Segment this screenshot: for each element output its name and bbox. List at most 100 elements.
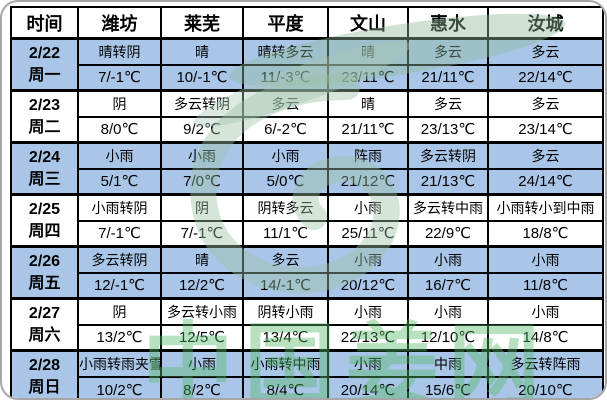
date-label: 2/28 [28,357,61,375]
weather-cell: 多云转阴 [160,89,244,118]
temperature-cell: 11/1℃ [242,219,329,248]
temperature-row-2/25: 7/-1℃ 7/-1℃ 11/1℃ 25/11℃ 22/9℃ 18/8℃ [11,219,604,248]
temperature-row-2/24: 5/1℃ 7/0℃ 5/0℃ 21/12℃ 21/13℃ 24/14℃ [11,167,604,196]
weather-row-2/27: 2/27 周六阴多云转小雨 阴转小雨 小雨 小雨 小雨 [10,297,604,352]
date-cell: 2/23 周二 [10,89,79,144]
temperature-row-2/23: 8/0℃ 9/2℃ 6/-2℃ 21/11℃ 23/13℃ 23/14℃ [11,115,604,144]
temperature-cell: 22/13℃ [327,323,409,352]
date-label: 2/24 [28,148,61,166]
weather-cell: 晴 [327,89,409,118]
weather-cell: 小雨 [407,297,489,326]
temperature-cell: 12/10℃ [407,323,489,352]
temperature-row-2/26: 12/-1℃ 12/2℃ 14/-1℃ 20/12℃ 16/7℃ 11/8℃ [11,271,604,300]
date-label: 2/26 [28,252,61,270]
weather-cell: 小雨转阴 [77,193,162,222]
date-cell: 2/22 周一 [10,37,79,92]
column-header-3: 平度 [242,6,329,40]
weather-cell: 多云 [487,89,604,118]
temperature-cell: 7/-1℃ [77,219,162,248]
weather-cell: 小雨 [407,245,489,274]
date-cell: 2/25 周四 [10,193,79,248]
weather-row-2/26: 2/26 周五 多云转阴晴多云 小雨 小雨 小雨 [10,245,604,300]
weekday-label: 周三 [28,170,61,188]
weather-row-2/28: 2/28 周日 小雨转雨夹雪 小雨 小雨转中雨 小雨 中雨 多云转阵雨 [10,349,604,398]
temperature-cell: 6/-2℃ [242,115,329,144]
temperature-cell: 21/12℃ [327,167,409,196]
temperature-cell: 12/5℃ [160,323,244,352]
forecast-table-body: 2/22 周一 晴转阴晴晴转多云晴多云 多云 7/-1℃ 10/-1℃ 11/-3℃ 23/1… [10,37,604,398]
weather-cell: 小雨 [487,297,604,326]
temperature-cell: 7/-1℃ [160,219,244,248]
temperature-row-2/22: 7/-1℃ 10/-1℃ 11/-3℃ 23/11℃ 21/11℃ 22/14℃ [11,63,604,92]
header-row: 时间 潍坊 莱芜 平度 文山 惠水 汝城 [10,6,604,40]
weekday-label: 周六 [28,326,61,344]
weather-cell: 多云转阵雨 [487,349,604,378]
temperature-row-2/27: 13/2℃ 12/5℃ 13/4℃ 22/13℃ 12/10℃ 14/8℃ [11,323,604,352]
weather-cell: 小雨转小到中雨 [487,193,604,222]
date-label: 2/27 [28,304,61,322]
weather-cell: 阴转多云 [242,193,329,222]
weather-cell: 小雨 [327,245,409,274]
weather-cell: 多云转小雨 [160,297,244,326]
date-label: 2/23 [28,96,61,114]
temperature-cell: 23/11℃ [327,63,409,92]
weather-cell: 小雨 [327,297,409,326]
weather-cell: 晴 [327,37,409,66]
temperature-cell: 16/7℃ [407,271,489,300]
weather-cell: 多云 [407,37,489,66]
temperature-cell: 5/1℃ [77,167,162,196]
temperature-cell: 5/0℃ [242,167,329,196]
weather-cell: 阴 [77,297,162,326]
weather-forecast-table: 时间 潍坊 莱芜 平度 文山 惠水 汝城 2/22 周一 晴转阴晴晴转多云晴多云 多云 7/-1℃ 1… [10,6,604,398]
weather-cell: 阵雨 [327,141,409,170]
weather-cell: 小雨 [327,193,409,222]
column-header-5: 惠水 [407,6,489,40]
temperature-cell: 8/4℃ [242,375,329,398]
weather-cell: 晴 [160,245,244,274]
weekday-label: 周日 [28,378,61,396]
weekday-label: 周四 [28,222,61,240]
column-header-6: 汝城 [487,6,604,40]
temperature-cell: 20/14℃ [327,375,409,398]
weather-cell: 小雨转雨夹雪 [77,349,162,378]
temperature-cell: 8/2℃ [160,375,244,398]
weather-cell: 小雨转中雨 [242,349,329,378]
column-header-0: 时间 [10,6,79,40]
date-cell: 2/28 周日 [10,349,79,398]
temperature-cell: 20/10℃ [487,375,604,398]
weekday-label: 周二 [28,118,61,136]
weather-cell: 多云 [242,245,329,274]
temperature-cell: 14/-1℃ [242,271,329,300]
weather-cell: 多云 [487,37,604,66]
temperature-cell: 12/-1℃ [77,271,162,300]
weather-cell: 晴转阴 [77,37,162,66]
weather-cell: 小雨 [487,245,604,274]
weather-cell: 阴 [77,89,162,118]
temperature-cell: 22/14℃ [487,63,604,92]
weather-cell: 多云 [487,141,604,170]
temperature-cell: 21/11℃ [407,63,489,92]
temperature-cell: 7/-1℃ [77,63,162,92]
temperature-cell: 25/11℃ [327,219,409,248]
temperature-cell: 11/8℃ [487,271,604,300]
date-label: 2/25 [28,200,61,218]
date-cell: 2/26 周五 [10,245,79,300]
temperature-cell: 18/8℃ [487,219,604,248]
temperature-cell: 23/14℃ [487,115,604,144]
weather-cell: 晴转多云 [242,37,329,66]
temperature-cell: 22/9℃ [407,219,489,248]
column-header-1: 潍坊 [77,6,162,40]
temperature-cell: 13/2℃ [77,323,162,352]
column-header-4: 文山 [327,6,409,40]
weather-row-2/25: 2/25 周四 小雨转阴阴阴转多云 小雨 多云转中雨 小雨转小到中雨 [10,193,604,248]
temperature-cell: 9/2℃ [160,115,244,144]
temperature-cell: 12/2℃ [160,271,244,300]
weather-row-2/24: 2/24 周三 小雨 小雨 小雨 阵雨 多云转阴 多云 [10,141,604,196]
weather-cell: 中雨 [407,349,489,378]
temperature-cell: 24/14℃ [487,167,604,196]
temperature-cell: 21/11℃ [327,115,409,144]
temperature-row-2/28: 10/2℃ 8/2℃ 8/4℃ 20/14℃ 15/6℃ 20/10℃ [11,375,604,398]
date-cell: 2/24 周三 [10,141,79,196]
weather-cell: 小雨 [327,349,409,378]
weekday-label: 周一 [28,66,61,84]
